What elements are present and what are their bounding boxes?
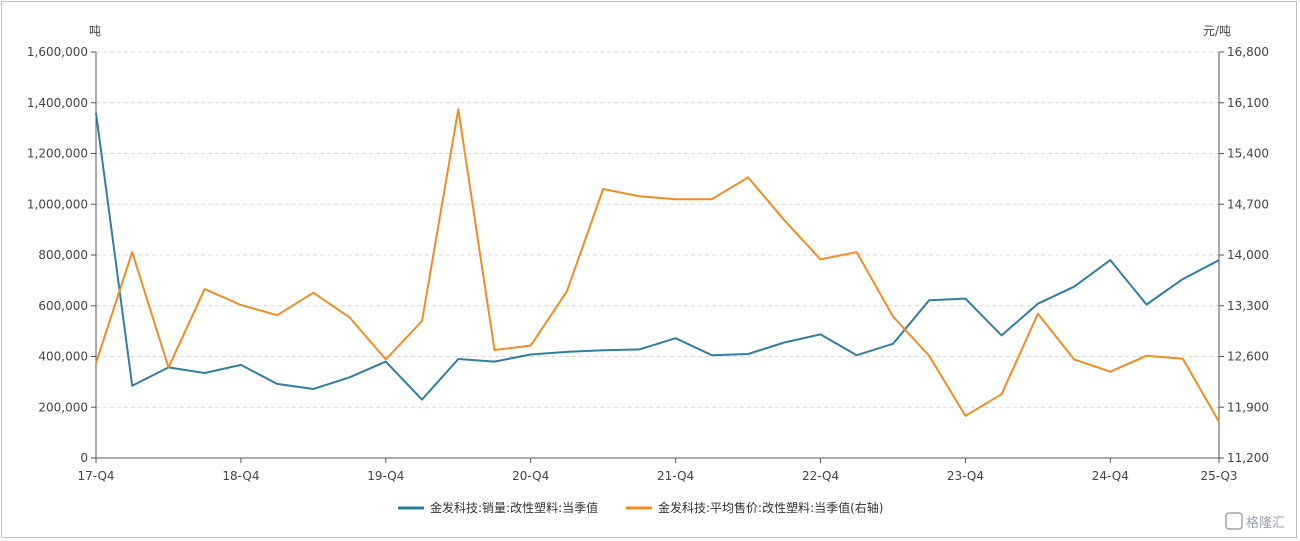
right-tick-labels: 11,200 11,900 12,600 13,300 14,000 14,700 15,4… [1219,45,1269,465]
watermark: 格隆汇 [1225,512,1285,531]
left-tick-label: 0 [80,451,88,465]
legend: 金发科技:销量:改性塑料:当季值 金发科技:平均售价:改性塑料:当季值(右轴) [398,500,884,515]
series-lines [95,108,1220,423]
left-tick-label: 600,000 [38,299,88,313]
x-tick-label: 17-Q4 [77,469,114,483]
right-tick-label: 14,000 [1227,248,1269,262]
left-tick-label: 1,200,000 [27,147,88,161]
left-tick-label: 1,600,000 [27,45,88,59]
x-tick-label: 22-Q4 [802,469,839,483]
right-axis-unit: 元/吨 [1203,24,1231,38]
left-tick-label: 400,000 [38,350,88,364]
watermark-logo-icon [1225,512,1243,530]
series-line-1 [95,112,1220,401]
x-tick-labels: 17-Q4 18-Q4 19-Q4 20-Q4 21-Q4 22-Q4 23-Q4 24-Q4… [77,458,1238,483]
x-tick-label: 23-Q4 [947,469,984,483]
x-tick-label: 21-Q4 [657,469,694,483]
x-tick-label: 24-Q4 [1092,469,1129,483]
left-tick-label: 1,000,000 [27,197,88,211]
x-tick-label: 18-Q4 [222,469,259,483]
gridlines [96,51,1219,408]
right-tick-label: 14,700 [1227,197,1269,211]
left-tick-label: 200,000 [38,400,88,414]
left-axis-unit: 吨 [89,24,101,38]
right-tick-label: 16,100 [1227,96,1269,110]
series-line-2 [95,108,1220,423]
right-tick-label: 11,900 [1227,400,1269,414]
right-tick-label: 16,800 [1227,45,1269,59]
right-tick-label: 12,600 [1227,350,1269,364]
x-tick-label: 25-Q3 [1200,469,1237,483]
legend-label-1: 金发科技:销量:改性塑料:当季值 [430,500,598,515]
right-tick-label: 11,200 [1227,451,1269,465]
left-tick-label: 800,000 [38,248,88,262]
right-tick-label: 15,400 [1227,147,1269,161]
watermark-text: 格隆汇 [1246,515,1285,531]
legend-label-2: 金发科技:平均售价:改性塑料:当季值(右轴) [658,500,884,515]
left-tick-labels: 0 200,000 400,000 600,000 800,000 1,000,000 1,… [27,45,96,465]
x-tick-label: 19-Q4 [367,469,404,483]
left-tick-label: 1,400,000 [27,96,88,110]
x-tick-label: 20-Q4 [512,469,549,483]
right-tick-label: 13,300 [1227,299,1269,313]
